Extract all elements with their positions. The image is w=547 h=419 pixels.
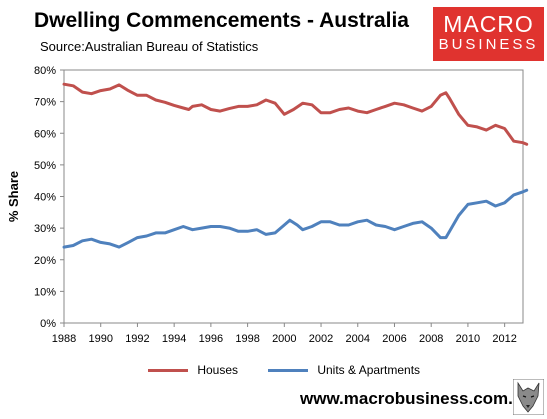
y-tick-label: 30% <box>34 223 56 235</box>
x-tick-label: 1990 <box>88 333 112 345</box>
x-tick-label: 2012 <box>492 333 516 345</box>
x-tick-label: 2006 <box>382 333 406 345</box>
legend-houses-swatch <box>148 369 188 373</box>
x-tick-label: 2008 <box>419 333 443 345</box>
series-line-houses <box>62 82 529 146</box>
y-tick-label: 50% <box>34 160 56 172</box>
legend-units-label: Units & Apartments <box>317 363 421 377</box>
y-tick-label: 60% <box>34 128 56 140</box>
legend-houses: Houses <box>148 363 238 377</box>
chart-title: Dwelling Commencements - Australia <box>34 9 409 32</box>
x-tick-label: 2000 <box>272 333 296 345</box>
y-tick-label: 40% <box>34 192 56 204</box>
y-tick-label: 0% <box>40 318 56 330</box>
logo-line2: BUSINESS <box>438 36 539 53</box>
footer-url: www.macrobusiness.com.au <box>300 389 533 408</box>
series-line-units <box>62 188 529 249</box>
y-axis-label: % Share <box>6 171 21 222</box>
y-tick-label: 80% <box>34 65 56 77</box>
line-chart: 0% 10% 20% 30% 40% 50% 60% 70% 80% 1988 1990 1992 19… <box>6 65 529 345</box>
x-tick-label: 2002 <box>309 333 333 345</box>
chart-source: Source:Australian Bureau of Statistics <box>40 39 259 54</box>
y-tick-label: 10% <box>34 286 56 298</box>
x-tick-label: 1996 <box>199 333 223 345</box>
x-tick-label: 1998 <box>235 333 259 345</box>
macrobusiness-logo: MACRO BUSINESS <box>433 7 544 61</box>
legend-units: Units & Apartments <box>268 363 420 377</box>
logo-line1: MACRO <box>443 11 534 37</box>
wolf-icon <box>513 379 544 415</box>
y-tick-label: 70% <box>34 97 56 109</box>
x-tick-label: 2010 <box>456 333 480 345</box>
legend-units-swatch <box>268 369 308 373</box>
x-tick-label: 2004 <box>346 333 370 345</box>
x-tick-label: 1994 <box>162 333 186 345</box>
y-tick-label: 20% <box>34 255 56 267</box>
x-tick-label: 1992 <box>125 333 149 345</box>
legend-houses-label: Houses <box>197 363 239 377</box>
x-tick-label: 1988 <box>52 333 76 345</box>
